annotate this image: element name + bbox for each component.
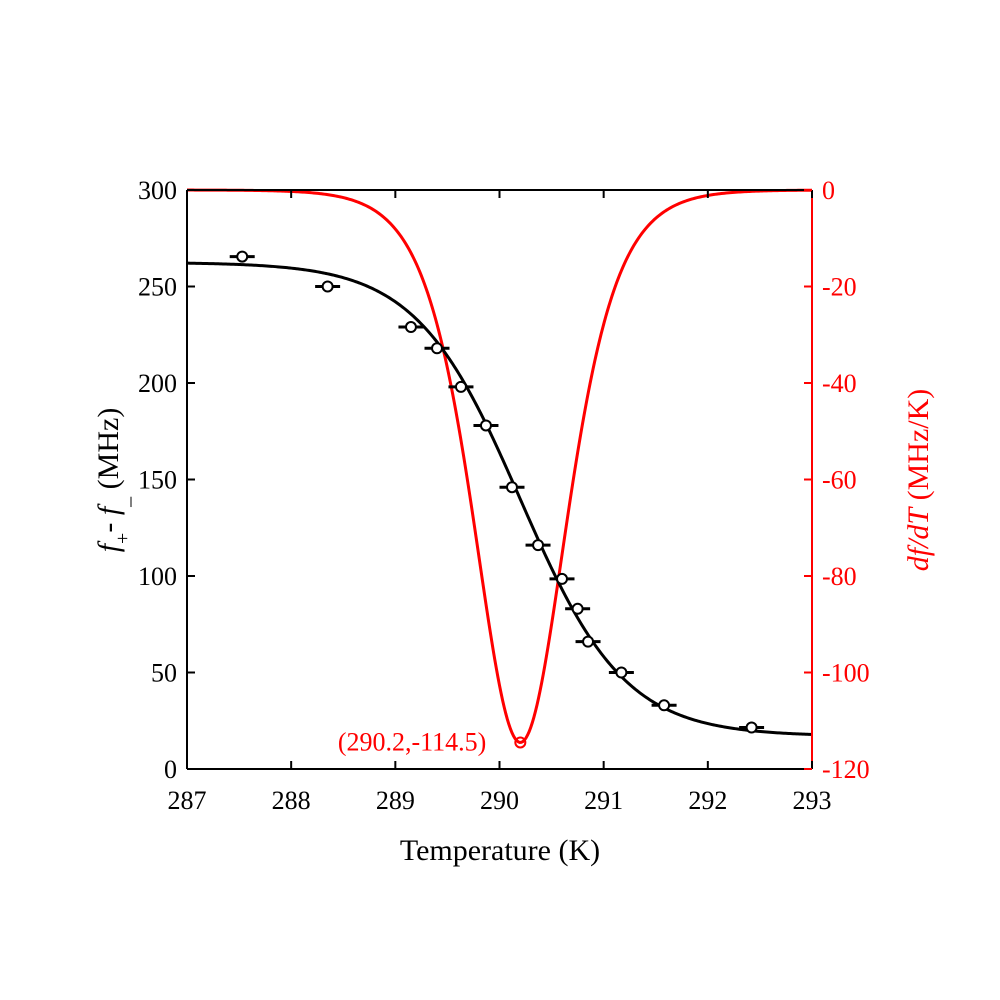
data-point-3 bbox=[398, 321, 424, 334]
marker bbox=[236, 250, 249, 263]
data-point-5 bbox=[448, 380, 474, 393]
y-right-tick-label: -60 bbox=[822, 466, 857, 495]
data-point-10 bbox=[565, 602, 591, 615]
marker bbox=[582, 635, 595, 648]
x-tick-label: 287 bbox=[168, 786, 207, 815]
marker bbox=[745, 721, 758, 734]
marker bbox=[431, 342, 443, 355]
x-tick-label: 290 bbox=[480, 786, 519, 815]
marker bbox=[615, 666, 628, 679]
data-point-9 bbox=[549, 572, 575, 585]
y-left-tick-label: 200 bbox=[138, 369, 177, 398]
data-point-8 bbox=[525, 539, 551, 552]
data-point-6 bbox=[473, 419, 499, 432]
data-point-13 bbox=[651, 699, 677, 712]
y-left-axis-title: f+- f_ (MHz) bbox=[92, 408, 134, 553]
x-axis-title: Temperature (K) bbox=[400, 834, 600, 867]
data-point-7 bbox=[499, 481, 525, 494]
x-tick-label: 291 bbox=[584, 786, 623, 815]
y-right-tick-label: -80 bbox=[822, 562, 857, 591]
minimum-marker bbox=[514, 736, 527, 749]
x-tick-label: 288 bbox=[272, 786, 311, 815]
y-left-tick-label: 0 bbox=[164, 755, 177, 784]
data-point-2 bbox=[315, 280, 341, 293]
y-right-tick-label: -120 bbox=[822, 755, 870, 784]
x-tick-label: 289 bbox=[376, 786, 415, 815]
y-right-tick-label: -100 bbox=[822, 659, 870, 688]
y-left-tick-label: 150 bbox=[138, 466, 177, 495]
data-point-14 bbox=[739, 721, 765, 734]
marker bbox=[454, 380, 467, 393]
x-tick-label: 293 bbox=[793, 786, 832, 815]
data-point-12 bbox=[608, 666, 634, 679]
y-left-tick-label: 300 bbox=[138, 176, 177, 205]
marker bbox=[404, 321, 417, 334]
y-left-tick-label: 50 bbox=[151, 659, 177, 688]
x-tick-label: 292 bbox=[688, 786, 727, 815]
marker bbox=[506, 481, 518, 494]
marker bbox=[321, 280, 334, 293]
data-point-11 bbox=[575, 635, 601, 648]
data-point-4 bbox=[424, 342, 450, 355]
y-left-tick-label: 100 bbox=[138, 562, 177, 591]
y-right-tick-label: 0 bbox=[822, 176, 835, 205]
marker bbox=[479, 419, 492, 432]
data-point-1 bbox=[229, 250, 255, 263]
y-right-axis-title: df/dT (MHz/K) bbox=[902, 389, 935, 572]
marker bbox=[532, 539, 545, 552]
plot-area bbox=[187, 190, 812, 769]
minimum-annotation: (290.2,-114.5) bbox=[338, 727, 487, 756]
ticks: 287 288 289 290 291 292 293 0 50 100 150 200 250 300 -… bbox=[138, 176, 870, 815]
marker bbox=[556, 572, 568, 585]
data-points bbox=[229, 250, 765, 749]
y-left-tick-label: 250 bbox=[138, 273, 177, 302]
y-right-tick-label: -20 bbox=[822, 273, 857, 302]
y-right-tick-label: -40 bbox=[822, 369, 857, 398]
marker bbox=[658, 699, 671, 712]
fit-curve bbox=[186, 261, 813, 736]
marker bbox=[571, 602, 584, 615]
